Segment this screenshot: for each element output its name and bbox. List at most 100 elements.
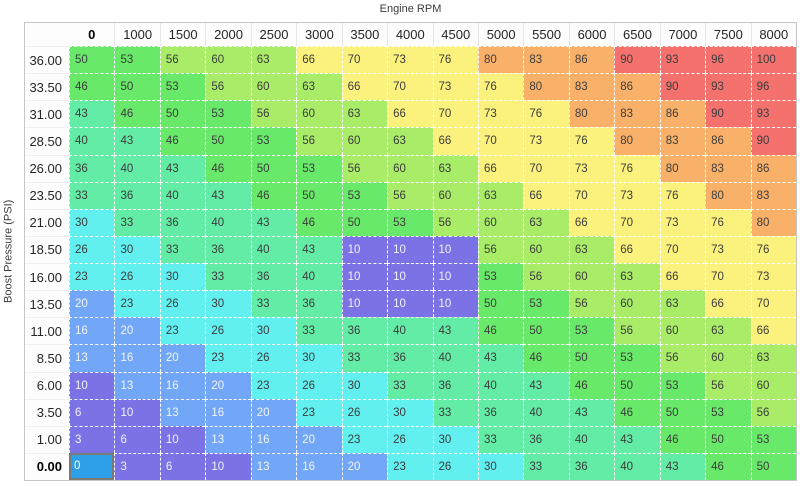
table-cell-5500-18.50[interactable]: 60 <box>523 235 569 263</box>
table-cell-4000-3.50[interactable]: 30 <box>387 398 433 426</box>
table-cell-1500-1.00[interactable]: 10 <box>159 425 206 453</box>
table-cell-6000-6.00[interactable]: 46 <box>568 371 615 399</box>
table-cell-6500-13.50[interactable]: 60 <box>614 290 660 318</box>
column-header-6000[interactable]: 6000 <box>568 23 615 46</box>
table-cell-3500-1.00[interactable]: 23 <box>341 425 388 453</box>
row-header-1.00[interactable]: 1.00 <box>25 425 69 453</box>
table-cell-7000-13.50[interactable]: 63 <box>659 290 706 318</box>
table-cell-4000-36.00[interactable]: 73 <box>387 46 433 74</box>
table-cell-2000-3.50[interactable]: 16 <box>205 398 251 426</box>
table-cell-6500-11.00[interactable]: 56 <box>614 317 660 345</box>
table-cell-2000-23.50[interactable]: 43 <box>205 181 251 209</box>
table-cell-0-28.50[interactable]: 40 <box>69 127 115 155</box>
table-cell-4000-1.00[interactable]: 26 <box>387 425 433 453</box>
table-cell-8000-3.50[interactable]: 56 <box>750 398 796 426</box>
table-cell-7000-36.00[interactable]: 93 <box>659 46 706 74</box>
table-cell-1500-36.00[interactable]: 56 <box>159 46 206 74</box>
row-header-18.50[interactable]: 18.50 <box>25 235 69 263</box>
table-cell-3000-33.50[interactable]: 63 <box>296 73 342 101</box>
row-header-31.00[interactable]: 31.00 <box>25 100 69 128</box>
table-cell-1000-18.50[interactable]: 30 <box>114 235 160 263</box>
table-cell-2500-36.00[interactable]: 63 <box>250 46 297 74</box>
table-cell-5500-28.50[interactable]: 73 <box>523 127 569 155</box>
table-cell-7000-0.00[interactable]: 43 <box>659 452 706 480</box>
table-cell-7500-31.00[interactable]: 90 <box>705 100 751 128</box>
table-cell-4500-0.00[interactable]: 26 <box>432 452 478 480</box>
table-cell-2000-26.00[interactable]: 46 <box>205 154 251 182</box>
table-cell-7500-11.00[interactable]: 63 <box>705 317 751 345</box>
table-cell-7000-31.00[interactable]: 86 <box>659 100 706 128</box>
table-cell-6500-16.00[interactable]: 63 <box>614 263 660 291</box>
table-cell-7500-13.50[interactable]: 66 <box>705 290 751 318</box>
table-cell-7000-6.00[interactable]: 53 <box>659 371 706 399</box>
table-cell-6000-1.00[interactable]: 40 <box>568 425 615 453</box>
table-cell-6500-0.00[interactable]: 40 <box>614 452 660 480</box>
table-cell-1500-23.50[interactable]: 40 <box>159 181 206 209</box>
table-cell-1000-13.50[interactable]: 23 <box>114 290 160 318</box>
table-cell-3500-26.00[interactable]: 56 <box>341 154 388 182</box>
table-cell-4000-13.50[interactable]: 10 <box>387 290 433 318</box>
row-header-11.00[interactable]: 11.00 <box>25 317 69 345</box>
table-cell-7500-18.50[interactable]: 73 <box>705 235 751 263</box>
table-cell-7000-11.00[interactable]: 60 <box>659 317 706 345</box>
table-cell-3000-36.00[interactable]: 66 <box>296 46 342 74</box>
table-cell-2000-0.00[interactable]: 10 <box>205 452 251 480</box>
table-cell-3000-11.00[interactable]: 33 <box>296 317 342 345</box>
table-cell-3500-21.00[interactable]: 50 <box>341 208 388 236</box>
table-cell-2000-28.50[interactable]: 50 <box>205 127 251 155</box>
table-cell-7000-3.50[interactable]: 50 <box>659 398 706 426</box>
table-cell-0-11.00[interactable]: 16 <box>69 317 115 345</box>
table-cell-3000-23.50[interactable]: 50 <box>296 181 342 209</box>
table-cell-6000-21.00[interactable]: 66 <box>568 208 615 236</box>
table-cell-4000-16.00[interactable]: 10 <box>387 263 433 291</box>
table-cell-3000-21.00[interactable]: 46 <box>296 208 342 236</box>
table-cell-5500-16.00[interactable]: 56 <box>523 263 569 291</box>
table-cell-2000-18.50[interactable]: 36 <box>205 235 251 263</box>
table-cell-4500-21.00[interactable]: 56 <box>432 208 478 236</box>
table-cell-5500-6.00[interactable]: 43 <box>523 371 569 399</box>
table-cell-6000-26.00[interactable]: 73 <box>568 154 615 182</box>
table-cell-3000-6.00[interactable]: 26 <box>296 371 342 399</box>
table-cell-4000-0.00[interactable]: 23 <box>387 452 433 480</box>
table-cell-5500-36.00[interactable]: 83 <box>523 46 569 74</box>
table-cell-8000-8.50[interactable]: 63 <box>750 344 796 372</box>
table-cell-6000-3.50[interactable]: 43 <box>568 398 615 426</box>
column-header-2500[interactable]: 2500 <box>250 23 297 46</box>
table-cell-2500-1.00[interactable]: 16 <box>250 425 297 453</box>
table-cell-8000-36.00[interactable]: 100 <box>750 46 796 74</box>
table-cell-4000-23.50[interactable]: 56 <box>387 181 433 209</box>
table-cell-2500-16.00[interactable]: 36 <box>250 263 297 291</box>
table-cell-7500-0.00[interactable]: 46 <box>705 452 751 480</box>
column-header-1000[interactable]: 1000 <box>114 23 160 46</box>
table-cell-6000-36.00[interactable]: 86 <box>568 46 615 74</box>
table-cell-4500-16.00[interactable]: 10 <box>432 263 478 291</box>
table-cell-1000-31.00[interactable]: 46 <box>114 100 160 128</box>
row-header-21.00[interactable]: 21.00 <box>25 208 69 236</box>
table-cell-3000-16.00[interactable]: 40 <box>296 263 342 291</box>
table-cell-6000-33.50[interactable]: 83 <box>568 73 615 101</box>
table-cell-6500-28.50[interactable]: 80 <box>614 127 660 155</box>
table-cell-0-33.50[interactable]: 46 <box>69 73 115 101</box>
table-cell-4500-18.50[interactable]: 10 <box>432 235 478 263</box>
table-cell-2500-3.50[interactable]: 20 <box>250 398 297 426</box>
table-cell-1500-31.00[interactable]: 50 <box>159 100 206 128</box>
table-cell-3500-16.00[interactable]: 10 <box>341 263 388 291</box>
table-cell-0-3.50[interactable]: 6 <box>69 398 115 426</box>
table-cell-1000-8.50[interactable]: 16 <box>114 344 160 372</box>
table-cell-2500-26.00[interactable]: 50 <box>250 154 297 182</box>
table-cell-8000-23.50[interactable]: 83 <box>750 181 796 209</box>
table-cell-1500-18.50[interactable]: 33 <box>159 235 206 263</box>
column-header-8000[interactable]: 8000 <box>750 23 796 46</box>
table-cell-5000-6.00[interactable]: 40 <box>477 371 524 399</box>
table-cell-4000-21.00[interactable]: 53 <box>387 208 433 236</box>
table-cell-0-1.00[interactable]: 3 <box>69 425 115 453</box>
table-cell-1500-3.50[interactable]: 13 <box>159 398 206 426</box>
table-cell-1500-6.00[interactable]: 16 <box>159 371 206 399</box>
row-header-23.50[interactable]: 23.50 <box>25 181 69 209</box>
table-cell-3000-8.50[interactable]: 30 <box>296 344 342 372</box>
table-cell-5000-33.50[interactable]: 76 <box>477 73 524 101</box>
table-cell-8000-21.00[interactable]: 80 <box>750 208 796 236</box>
column-header-4500[interactable]: 4500 <box>432 23 478 46</box>
table-cell-2500-0.00[interactable]: 13 <box>250 452 297 480</box>
column-header-4000[interactable]: 4000 <box>387 23 433 46</box>
